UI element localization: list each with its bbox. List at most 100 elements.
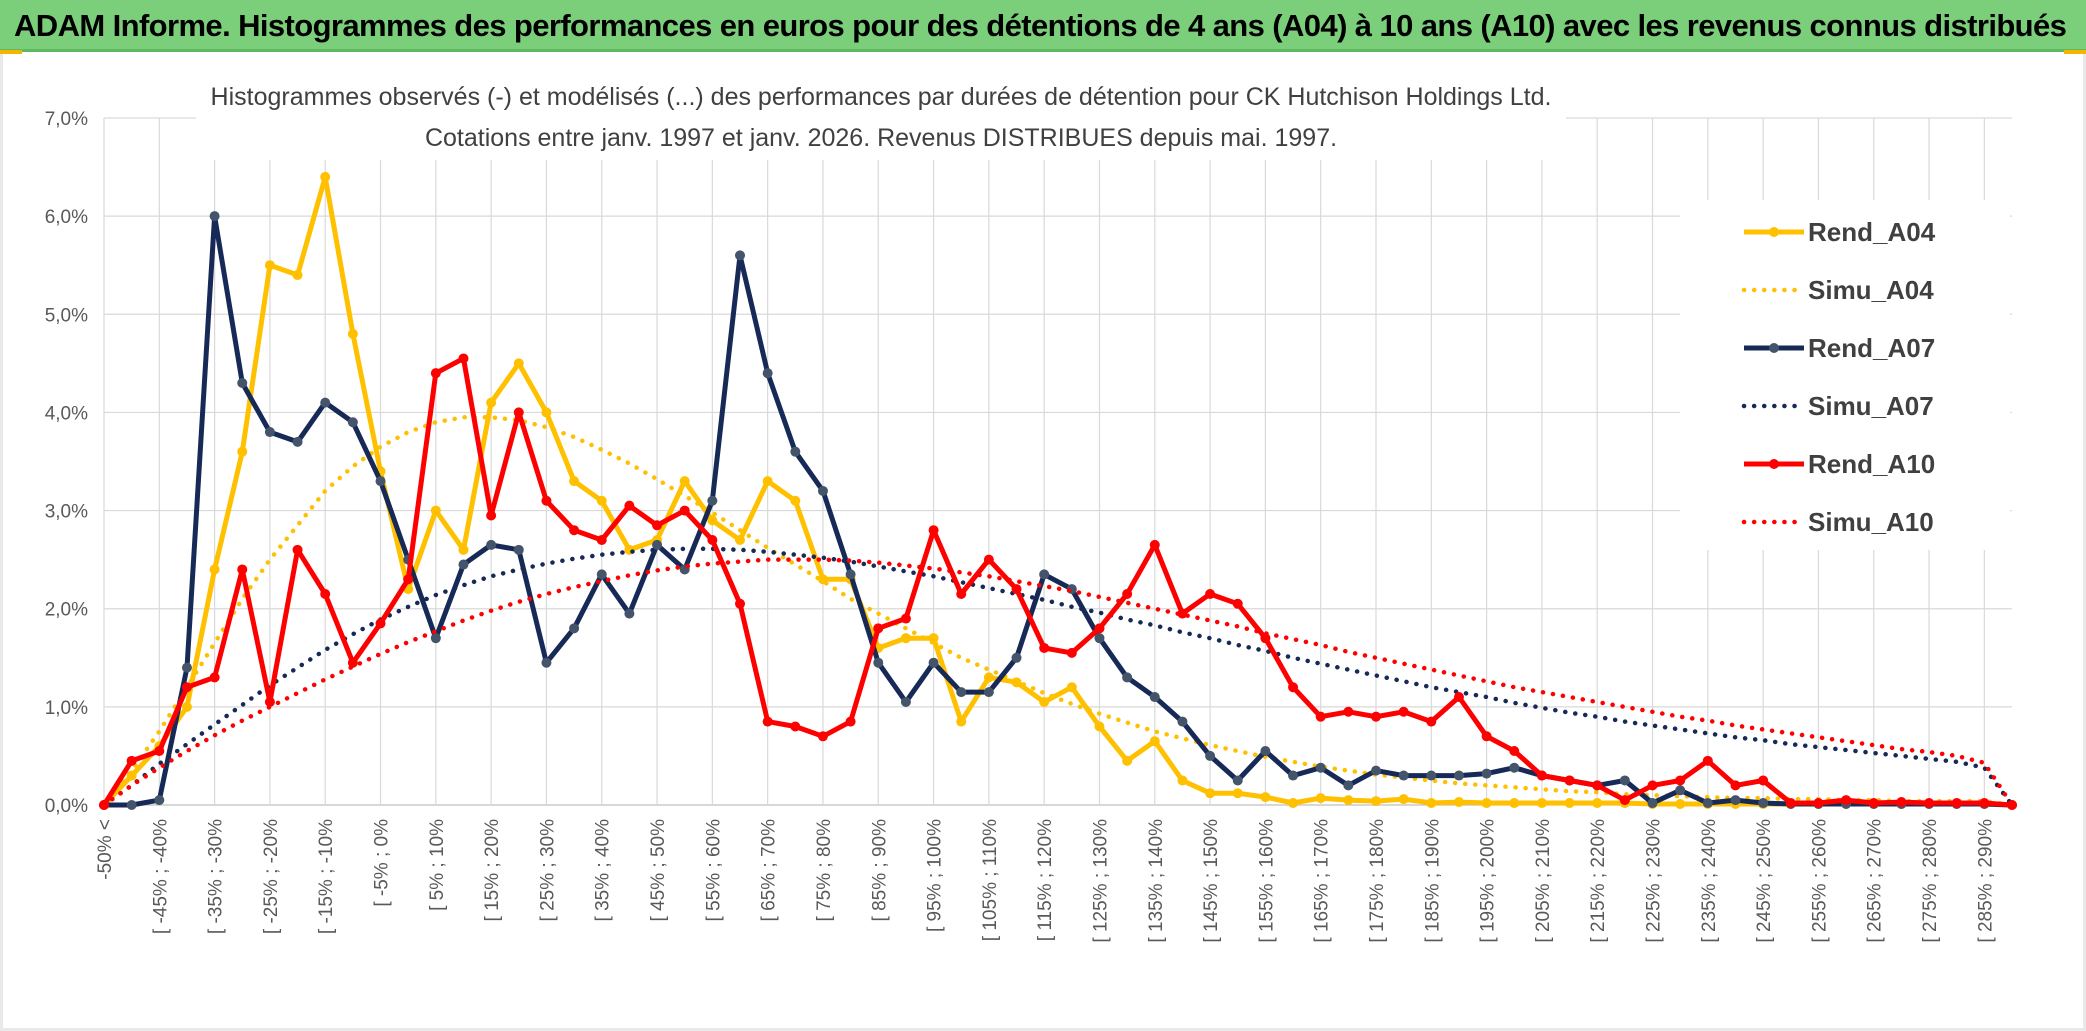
data-point-rend-a07 bbox=[1371, 765, 1381, 776]
data-point-rend-a07 bbox=[1647, 798, 1658, 809]
data-point-rend-a10 bbox=[735, 598, 745, 609]
data-point-rend-a10 bbox=[624, 500, 635, 511]
data-point-rend-a04 bbox=[1398, 794, 1409, 805]
x-tick-label: [ 145% ; 150% bbox=[1201, 819, 1222, 943]
data-point-rend-a07 bbox=[735, 250, 745, 261]
data-point-rend-a10 bbox=[1288, 682, 1299, 693]
data-point-rend-a10 bbox=[375, 618, 386, 629]
data-point-rend-a07 bbox=[1343, 780, 1354, 791]
x-tick-label: [ -5% ; 0% bbox=[372, 819, 393, 907]
data-point-rend-a10 bbox=[541, 495, 552, 506]
data-point-rend-a10 bbox=[237, 564, 248, 575]
x-tick-label: [ -45% ; -40% bbox=[150, 819, 171, 934]
x-tick-label: [ 105% ; 110% bbox=[980, 819, 1001, 941]
data-point-rend-a04 bbox=[1564, 798, 1575, 809]
data-point-rend-a10 bbox=[1647, 780, 1658, 791]
data-point-rend-a07 bbox=[541, 657, 552, 668]
data-point-rend-a07 bbox=[1122, 672, 1133, 683]
data-point-rend-a04 bbox=[735, 535, 745, 546]
data-point-rend-a04 bbox=[237, 446, 248, 457]
legend-label-rend-a07: Rend_A07 bbox=[1808, 333, 1935, 363]
data-point-rend-a07 bbox=[1702, 798, 1713, 809]
legend-marker-rend-a07 bbox=[1769, 343, 1779, 353]
data-point-rend-a04 bbox=[264, 260, 275, 271]
x-tick-label: [ 155% ; 160% bbox=[1256, 819, 1277, 943]
data-point-rend-a04 bbox=[181, 701, 192, 712]
x-tick-label: [ -25% ; -20% bbox=[261, 819, 282, 934]
data-point-rend-a07 bbox=[209, 211, 220, 222]
data-point-rend-a10 bbox=[956, 588, 967, 599]
data-point-rend-a04 bbox=[596, 495, 607, 506]
data-point-rend-a10 bbox=[652, 520, 663, 531]
data-point-rend-a10 bbox=[1951, 798, 1962, 809]
data-point-rend-a04 bbox=[1453, 797, 1464, 808]
data-point-rend-a10 bbox=[1177, 608, 1188, 619]
x-tick-label: [ -35% ; -30% bbox=[206, 819, 227, 934]
data-point-rend-a07 bbox=[1481, 768, 1492, 779]
x-tick-label: [ 275% ; 280% bbox=[1920, 819, 1941, 943]
data-point-rend-a04 bbox=[762, 476, 773, 487]
data-point-rend-a07 bbox=[790, 446, 801, 457]
data-point-rend-a10 bbox=[707, 535, 718, 546]
x-tick-label: [ 265% ; 270% bbox=[1865, 819, 1886, 943]
series-line-simu-a10 bbox=[101, 557, 2015, 808]
data-point-rend-a04 bbox=[1343, 795, 1354, 806]
data-point-rend-a04 bbox=[347, 328, 358, 339]
y-tick-label: 5,0% bbox=[45, 305, 88, 326]
data-point-rend-a04 bbox=[1426, 798, 1437, 809]
x-tick-label: [ 185% ; 190% bbox=[1422, 819, 1443, 943]
data-point-rend-a10 bbox=[1675, 775, 1686, 786]
data-point-rend-a07 bbox=[1149, 692, 1160, 703]
x-tick-label: [ 5% ; 10% bbox=[427, 819, 448, 911]
data-point-rend-a07 bbox=[956, 687, 967, 698]
y-tick-label: 1,0% bbox=[45, 698, 88, 719]
data-point-rend-a10 bbox=[1868, 798, 1879, 809]
data-point-rend-a10 bbox=[1371, 711, 1381, 722]
data-point-rend-a10 bbox=[1979, 798, 1990, 809]
data-point-rend-a07 bbox=[375, 476, 386, 487]
data-point-rend-a10 bbox=[1315, 711, 1326, 722]
data-point-rend-a07 bbox=[596, 569, 607, 580]
data-point-rend-a04 bbox=[1066, 682, 1077, 693]
legend-label-rend-a04: Rend_A04 bbox=[1808, 217, 1936, 247]
x-tick-label: [ 85% ; 90% bbox=[869, 819, 890, 922]
data-point-rend-a04 bbox=[458, 544, 469, 555]
x-tick-label: [ -15% ; -10% bbox=[316, 819, 337, 934]
data-point-rend-a10 bbox=[1758, 775, 1769, 786]
x-tick-label: [ 95% ; 100% bbox=[925, 819, 946, 932]
banner-accent-left bbox=[0, 50, 22, 54]
data-point-rend-a04 bbox=[486, 397, 497, 408]
data-point-rend-a07 bbox=[845, 569, 856, 580]
data-point-rend-a10 bbox=[1592, 780, 1603, 791]
data-point-rend-a07 bbox=[1260, 746, 1271, 757]
data-point-rend-a07 bbox=[264, 427, 275, 438]
data-point-rend-a10 bbox=[1232, 598, 1243, 609]
data-point-rend-a04 bbox=[513, 358, 524, 369]
data-point-rend-a10 bbox=[1094, 623, 1105, 634]
data-point-rend-a10 bbox=[181, 682, 192, 693]
data-point-rend-a10 bbox=[817, 731, 828, 742]
data-point-rend-a04 bbox=[1232, 788, 1243, 799]
y-tick-label: 4,0% bbox=[45, 403, 88, 424]
x-tick-label: [ 125% ; 130% bbox=[1090, 819, 1111, 943]
data-point-rend-a04 bbox=[1260, 792, 1271, 803]
data-point-rend-a10 bbox=[1730, 780, 1741, 791]
report-banner: ADAM Informe. Histogrammes des performan… bbox=[0, 0, 2086, 52]
data-point-rend-a04 bbox=[679, 476, 690, 487]
legend-marker-rend-a04 bbox=[1769, 227, 1779, 237]
x-tick-label: [ 135% ; 140% bbox=[1146, 819, 1167, 943]
x-tick-label: [ 285% ; 290% bbox=[1975, 819, 1996, 943]
data-point-rend-a04 bbox=[209, 564, 220, 575]
data-point-rend-a07 bbox=[762, 368, 773, 379]
data-point-rend-a10 bbox=[1260, 633, 1271, 644]
data-point-rend-a10 bbox=[1149, 539, 1160, 550]
data-point-rend-a10 bbox=[900, 613, 911, 624]
data-point-rend-a04 bbox=[1094, 721, 1105, 732]
x-tick-label: [ 55% ; 60% bbox=[703, 819, 724, 922]
x-tick-label: [ 15% ; 20% bbox=[482, 819, 503, 922]
data-point-rend-a10 bbox=[569, 525, 580, 536]
legend-background bbox=[1680, 200, 2010, 550]
data-point-rend-a10 bbox=[679, 505, 690, 516]
data-point-rend-a04 bbox=[1509, 798, 1520, 809]
data-point-rend-a10 bbox=[1122, 588, 1133, 599]
